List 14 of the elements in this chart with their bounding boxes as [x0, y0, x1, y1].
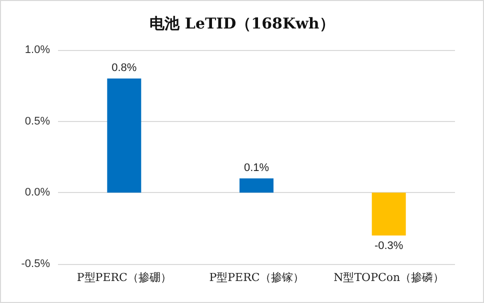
data-label: 0.8% — [112, 62, 137, 74]
y-tick-label: 0.5% — [24, 115, 50, 128]
chart-title: 电池 LeTID（168Kwh） — [150, 14, 334, 32]
y-tick-label: 1.0% — [24, 44, 50, 56]
x-tick-label: N型TOPCon（掺磷） — [334, 271, 444, 284]
data-label: 0.1% — [244, 162, 270, 174]
bar — [372, 192, 406, 236]
y-tick-label: 0.0% — [24, 186, 50, 199]
x-tick-label: P型PERC（掺镓） — [209, 271, 304, 284]
y-tick-label: -0.5% — [21, 258, 50, 270]
data-label: -0.3% — [374, 240, 404, 252]
x-tick-label: P型PERC（掺硼） — [76, 271, 172, 284]
bar — [107, 78, 142, 193]
bar — [240, 178, 274, 193]
